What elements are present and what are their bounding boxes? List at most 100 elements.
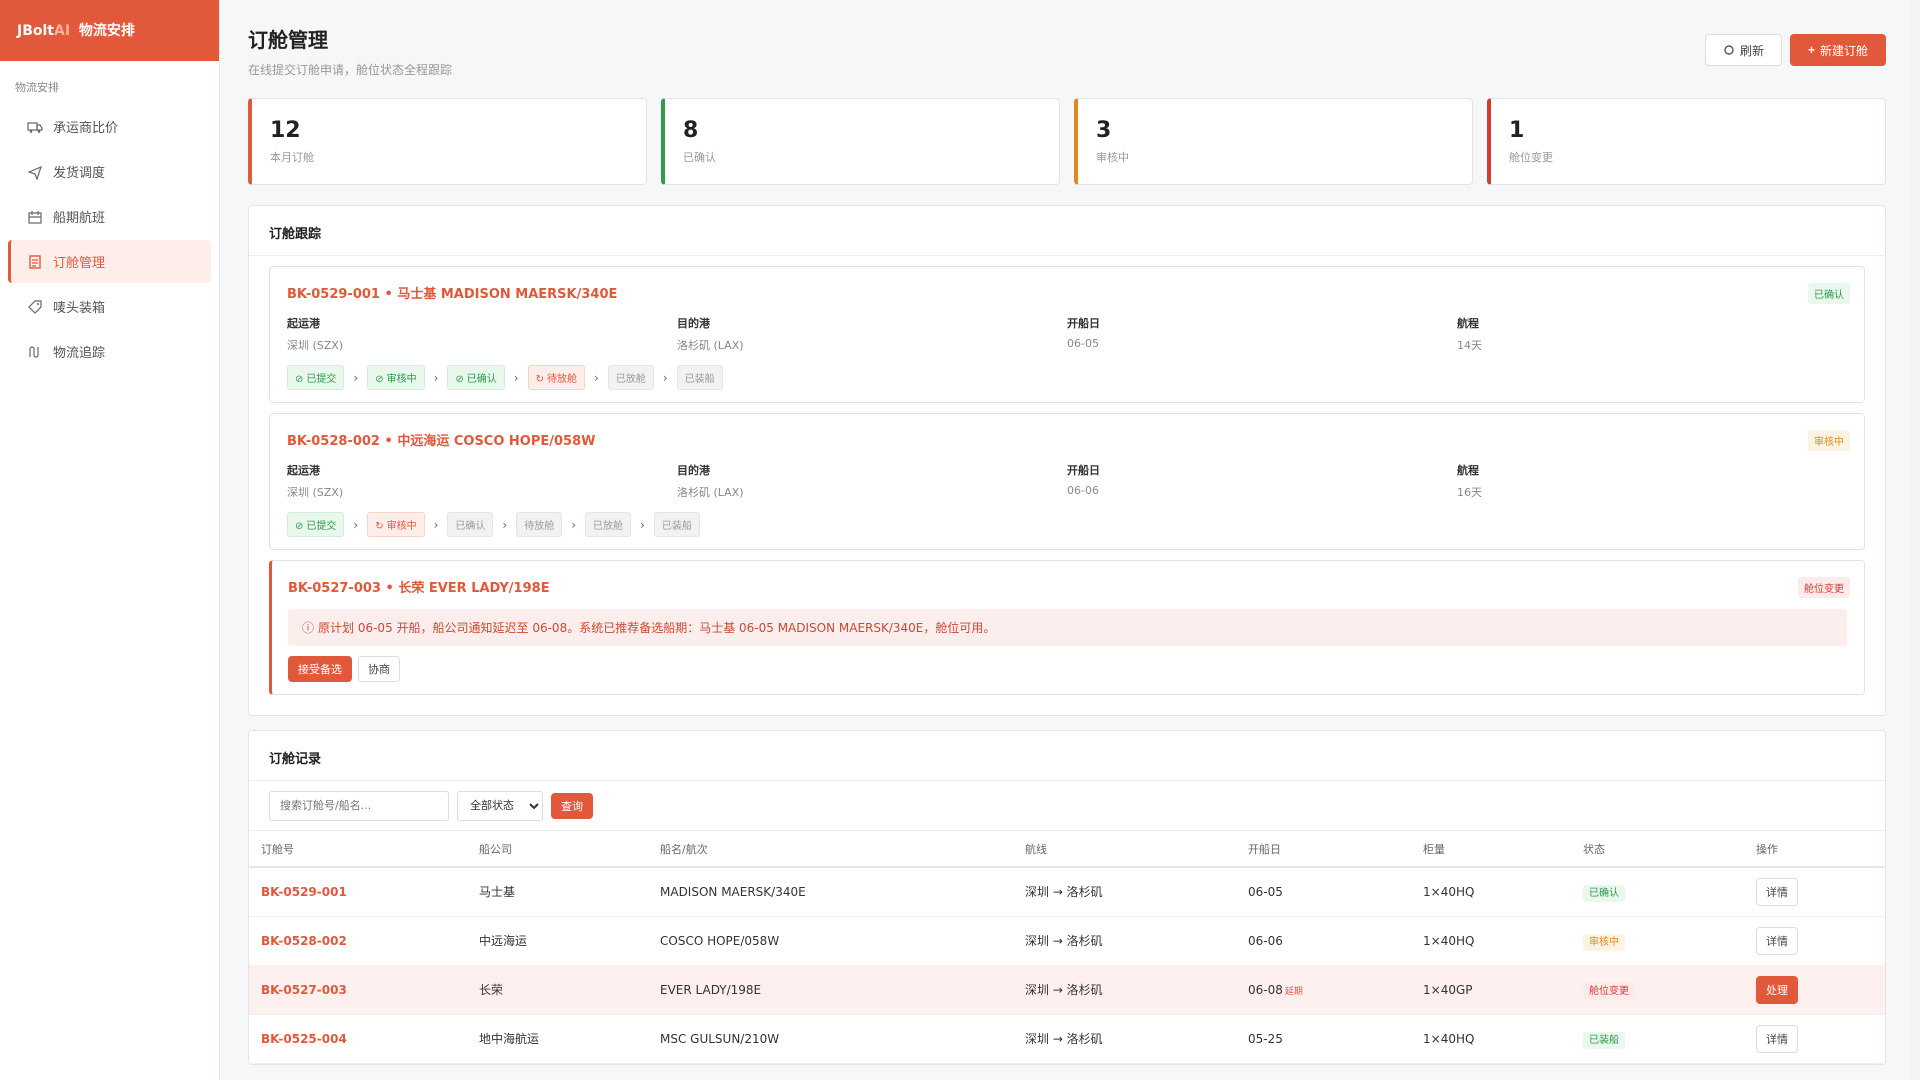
progress-step: 已放舱 bbox=[607, 365, 654, 390]
field-value: 深圳 (SZX) bbox=[287, 486, 344, 499]
tracking-card-alert[interactable]: BK-0527-003 • 长荣 EVER LADY/198E 舱位变更 ⓘ 原计划 … bbox=[269, 560, 1865, 695]
stat-label: 舱位变更 bbox=[1509, 151, 1553, 164]
route-cell: 深圳 → 洛杉矶 bbox=[1013, 965, 1236, 1015]
status-cell: 舱位变更 bbox=[1571, 965, 1744, 1015]
sidebar-item-label: 发货调度 bbox=[53, 166, 106, 181]
action-cell: 详情 bbox=[1744, 916, 1885, 966]
progress-step-label: 已装船 bbox=[661, 521, 692, 532]
detail-button[interactable]: 详情 bbox=[1756, 926, 1798, 955]
field-voyage: 航程 16天 bbox=[1457, 462, 1847, 500]
field-value: 06-06 bbox=[1067, 484, 1099, 497]
search-input[interactable] bbox=[269, 790, 449, 821]
sidebar-item-2[interactable]: 船期航班 bbox=[8, 195, 211, 238]
chevron-right-icon: › bbox=[502, 517, 508, 532]
new-booking-button[interactable]: + 新建订舱 bbox=[1789, 34, 1886, 66]
progress-step: ⊘ 已提交 bbox=[287, 365, 345, 390]
accept-alternative-button[interactable]: 接受备选 bbox=[288, 656, 352, 682]
table-row[interactable]: BK-0528-002 中远海运 COSCO HOPE/058W 深圳 → 洛杉矶 06… bbox=[249, 916, 1885, 966]
sidebar: JBoltAI 物流安排 物流安排 承运商比价 发货调度 船期航班 订舱管理 唛头装箱物… bbox=[0, 0, 220, 1080]
container-qty-cell: 1×40HQ bbox=[1411, 1014, 1571, 1064]
stat-label: 审核中 bbox=[1096, 151, 1129, 164]
status-badge: 审核中 bbox=[1583, 934, 1625, 951]
check-circle-icon: ⊘ bbox=[455, 374, 464, 385]
route-cell: 深圳 → 洛杉矶 bbox=[1013, 1014, 1236, 1064]
booking-code[interactable]: BK-0528-002 bbox=[249, 916, 467, 966]
page-subtitle: 在线提交订舱申请，舱位状态全程跟踪 bbox=[248, 63, 453, 77]
booking-code[interactable]: BK-0527-003 bbox=[249, 965, 467, 1015]
nav-group-label: 物流安排 bbox=[15, 81, 59, 94]
sail-date: 06-08 bbox=[1248, 982, 1283, 997]
chevron-right-icon: › bbox=[353, 370, 359, 385]
vessel-cell: MADISON MAERSK/340E bbox=[648, 867, 1013, 917]
document-icon bbox=[27, 254, 43, 270]
field-label: 开船日 bbox=[1067, 317, 1100, 330]
field-value: 深圳 (SZX) bbox=[287, 339, 344, 352]
query-button[interactable]: 查询 bbox=[551, 792, 593, 819]
sidebar-item-0[interactable]: 承运商比价 bbox=[8, 105, 211, 148]
tracking-card[interactable]: BK-0528-002 • 中远海运 COSCO HOPE/058W 审核中 起运港… bbox=[269, 413, 1865, 550]
container-qty-cell: 1×40GP bbox=[1411, 965, 1571, 1015]
status-badge: 舱位变更 bbox=[1583, 983, 1635, 1000]
chevron-right-icon: › bbox=[571, 517, 577, 532]
field-label: 开船日 bbox=[1067, 464, 1100, 477]
column-header: 柜量 bbox=[1411, 831, 1571, 868]
refresh-button[interactable]: 刷新 bbox=[1704, 34, 1782, 66]
booking-code[interactable]: BK-0525-004 bbox=[249, 1014, 467, 1064]
brand-sub: 物流安排 bbox=[78, 23, 135, 39]
negotiate-button[interactable]: 协商 bbox=[358, 656, 400, 682]
sidebar-item-label: 订舱管理 bbox=[53, 256, 106, 271]
chevron-right-icon: › bbox=[640, 517, 645, 532]
detail-button[interactable]: 详情 bbox=[1756, 1024, 1798, 1053]
progress-step-label: 审核中 bbox=[386, 521, 417, 532]
action-cell: 详情 bbox=[1744, 867, 1885, 917]
stat-value: 3 bbox=[1096, 118, 1112, 143]
truck-icon bbox=[27, 119, 43, 135]
sidebar-item-3[interactable]: 订舱管理 bbox=[8, 240, 211, 283]
progress-step: 已装船 bbox=[653, 512, 700, 537]
field-label: 起运港 bbox=[287, 464, 320, 477]
sidebar-item-4[interactable]: 唛头装箱 bbox=[8, 285, 211, 328]
progress-step: ⊘ 已确认 bbox=[447, 365, 505, 390]
field-origin: 起运港深圳 (SZX) bbox=[287, 462, 677, 500]
chevron-right-icon: › bbox=[433, 370, 439, 385]
tracking-card-title: BK-0529-001 • 马士基 MADISON MAERSK/340E bbox=[287, 287, 618, 302]
progress-step-label: 已确认 bbox=[455, 521, 486, 532]
carrier-cell: 中远海运 bbox=[467, 916, 648, 966]
tracking-card-title: BK-0527-003 • 长荣 EVER LADY/198E bbox=[288, 581, 550, 596]
action-cell: 处理 bbox=[1744, 965, 1885, 1015]
action-cell: 详情 bbox=[1744, 1014, 1885, 1064]
app-logo[interactable]: JBoltAI 物流安排 bbox=[0, 0, 219, 61]
progress-step-label: 待放舱 bbox=[524, 521, 555, 532]
sail-date: 06-06 bbox=[1248, 933, 1283, 948]
detail-button[interactable]: 详情 bbox=[1756, 877, 1798, 906]
tracking-card[interactable]: BK-0529-001 • 马士基 MADISON MAERSK/340E 已确认… bbox=[269, 266, 1865, 403]
column-header: 状态 bbox=[1571, 831, 1744, 868]
status-badge: 已装船 bbox=[1583, 1032, 1625, 1049]
field-origin: 起运港 深圳 (SZX) bbox=[287, 315, 677, 353]
status-badge: 审核中 bbox=[1808, 430, 1850, 451]
stat-card: 1 舱位变更 bbox=[1487, 98, 1886, 185]
field-dest: 目的港 洛杉矶 (LAX) bbox=[677, 462, 1067, 500]
status-filter[interactable]: 全部状态 bbox=[457, 790, 543, 821]
table-row[interactable]: BK-0525-004 地中海航运 MSC GULSUN/210W 深圳 → 洛杉矶 0… bbox=[249, 1014, 1885, 1064]
column-header: 航线 bbox=[1013, 831, 1236, 868]
booking-code[interactable]: BK-0529-001 bbox=[249, 867, 467, 917]
page-scrollbar[interactable] bbox=[1910, 0, 1920, 1080]
status-cell: 已装船 bbox=[1571, 1014, 1744, 1064]
sidebar-item-1[interactable]: 发货调度 bbox=[8, 150, 211, 193]
table-row[interactable]: BK-0527-003 长荣 EVER LADY/198E 深圳 → 洛杉矶 06-08… bbox=[249, 965, 1885, 1015]
handle-button[interactable]: 处理 bbox=[1756, 975, 1798, 1004]
sidebar-item-5[interactable]: 物流追踪 bbox=[8, 330, 211, 373]
sail-date-cell: 06-06 bbox=[1236, 916, 1411, 966]
records-table: 订舱号 船公司 船名/航次 航线 开船日 柜量 状态 操作 BK-0529-001 马士基 MAD… bbox=[249, 831, 1885, 1064]
plus-icon: + bbox=[1807, 43, 1815, 57]
brand-ai: AI bbox=[54, 23, 71, 39]
field-value: 16天 bbox=[1457, 486, 1482, 499]
table-row[interactable]: BK-0529-001 马士基 MADISON MAERSK/340E 深圳 → 洛杉… bbox=[249, 867, 1885, 917]
status-badge: 舱位变更 bbox=[1798, 577, 1850, 598]
page-title: 订舱管理 bbox=[248, 28, 328, 52]
field-value: 06-05 bbox=[1067, 337, 1099, 350]
field-label: 航程 bbox=[1457, 464, 1479, 477]
progress-step-label: 已提交 bbox=[306, 521, 337, 532]
column-header: 船名/航次 bbox=[648, 831, 1013, 868]
